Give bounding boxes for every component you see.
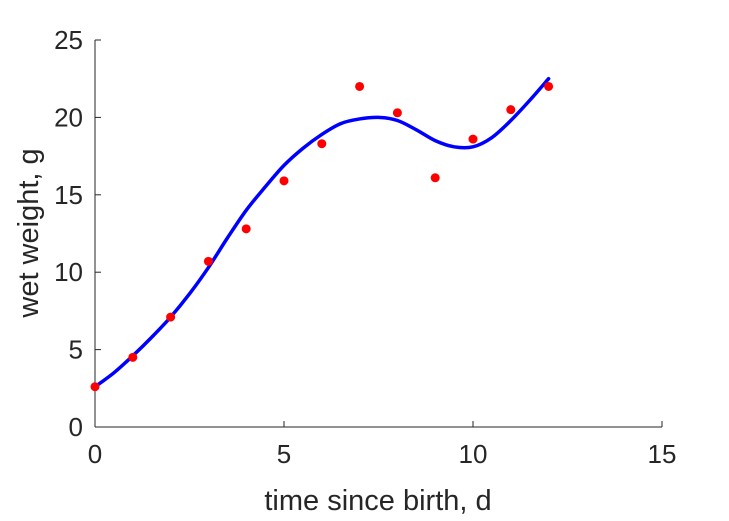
x-tick-label: 10 [459, 439, 488, 469]
y-tick-label: 10 [54, 257, 83, 287]
y-tick-label: 0 [69, 412, 83, 442]
y-tick-label: 15 [54, 180, 83, 210]
y-axis-label: wet weight, g [13, 148, 45, 318]
data-point [430, 173, 440, 183]
series-layer [90, 76, 554, 392]
fit-line [93, 76, 551, 389]
x-tick-label: 5 [277, 439, 291, 469]
x-axis-label: time since birth, d [264, 485, 491, 517]
y-tick-label: 25 [54, 25, 83, 55]
data-point [355, 81, 365, 91]
y-tick-label: 20 [54, 102, 83, 132]
data-point [468, 134, 478, 144]
x-tick-label: 15 [648, 439, 677, 469]
data-point [544, 81, 554, 91]
data-point [166, 312, 176, 322]
data-point [392, 108, 402, 118]
x-tick-label: 0 [88, 439, 102, 469]
data-point [241, 224, 251, 234]
y-tick-label: 5 [69, 335, 83, 365]
data-point [128, 352, 138, 362]
data-point [317, 139, 327, 149]
axes [94, 40, 662, 428]
data-point [90, 382, 100, 392]
data-point [203, 256, 213, 266]
data-point [506, 105, 516, 115]
x-ticks: 0 5 10 15 [88, 421, 677, 469]
y-ticks: 0 5 10 15 20 25 [54, 25, 101, 442]
data-point [279, 176, 289, 186]
